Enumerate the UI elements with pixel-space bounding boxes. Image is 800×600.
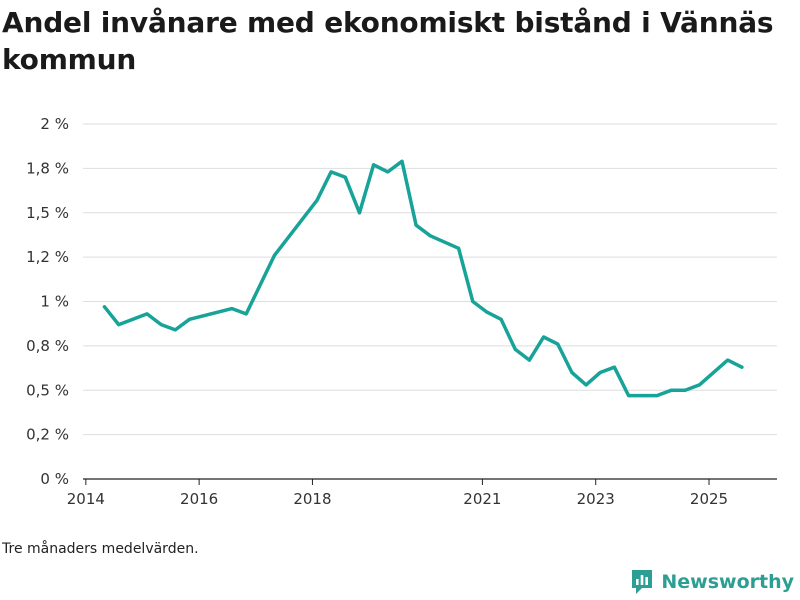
data-point [697, 383, 701, 387]
data-point [428, 234, 432, 238]
data-point [669, 388, 673, 392]
data-point [485, 310, 489, 314]
data-point [103, 305, 107, 309]
data-point [173, 328, 177, 332]
data-point [598, 371, 602, 374]
y-tick-label: 1 % [40, 293, 69, 311]
data-point [471, 300, 475, 303]
y-tick-label: 0 % [40, 470, 69, 488]
x-tick-label: 2023 [577, 490, 615, 508]
data-point [499, 317, 503, 321]
data-point [414, 223, 418, 227]
data-point [740, 365, 744, 369]
grid-lines [83, 123, 777, 436]
data-point [683, 388, 687, 392]
data-point [570, 371, 574, 374]
data-point [612, 365, 616, 369]
data-point [584, 383, 588, 387]
data-point [556, 342, 560, 346]
y-tick-label: 1,8 % [26, 159, 69, 177]
data-point [641, 394, 645, 398]
brand-logo[interactable]: Newsworthy [630, 568, 794, 596]
data-point [627, 394, 631, 398]
x-tick-label: 2016 [180, 490, 218, 508]
data-point [542, 335, 546, 339]
data-point [386, 170, 390, 174]
y-axis-ticks: 0 % 0,2 % 0,5 % 0,8 % 1 % 1,2 % 1,5 % 1,8 % 2 % [26, 115, 69, 488]
data-point [145, 312, 149, 316]
data-point [372, 163, 376, 167]
data-point [188, 317, 192, 321]
y-tick-label: 2 % [40, 115, 69, 133]
newsworthy-icon [632, 570, 653, 594]
data-point [726, 358, 730, 362]
data-point [513, 347, 517, 351]
data-point [655, 394, 659, 398]
series-layer [102, 159, 744, 398]
data-point [400, 159, 404, 163]
data-point [329, 170, 333, 174]
x-axis: 2014 2016 2018 2021 2023 2025 [67, 478, 777, 508]
x-tick-label: 2025 [690, 490, 728, 508]
data-point [117, 323, 121, 327]
chart-title: Andel invånare med ekonomiskt bistånd i … [2, 6, 774, 76]
y-tick-label: 1,2 % [26, 248, 69, 266]
y-tick-label: 0,2 % [26, 426, 69, 444]
data-point [343, 175, 347, 179]
data-point [527, 358, 531, 362]
data-point [159, 323, 163, 327]
y-tick-label: 1,5 % [26, 204, 69, 222]
brand-name: Newsworthy [661, 571, 794, 593]
x-tick-label: 2014 [67, 490, 105, 508]
y-tick-label: 0,8 % [26, 337, 69, 355]
x-tick-label: 2018 [293, 490, 331, 508]
data-point [315, 198, 319, 202]
data-point [272, 253, 276, 257]
x-tick-label: 2021 [463, 490, 501, 508]
series-line [102, 159, 744, 398]
y-tick-label: 0,5 % [26, 381, 69, 399]
data-point [457, 246, 461, 250]
footnote: Tre månaders medelvärden. [2, 541, 199, 557]
data-point [357, 211, 361, 215]
data-point [244, 312, 248, 316]
data-point [230, 307, 234, 311]
